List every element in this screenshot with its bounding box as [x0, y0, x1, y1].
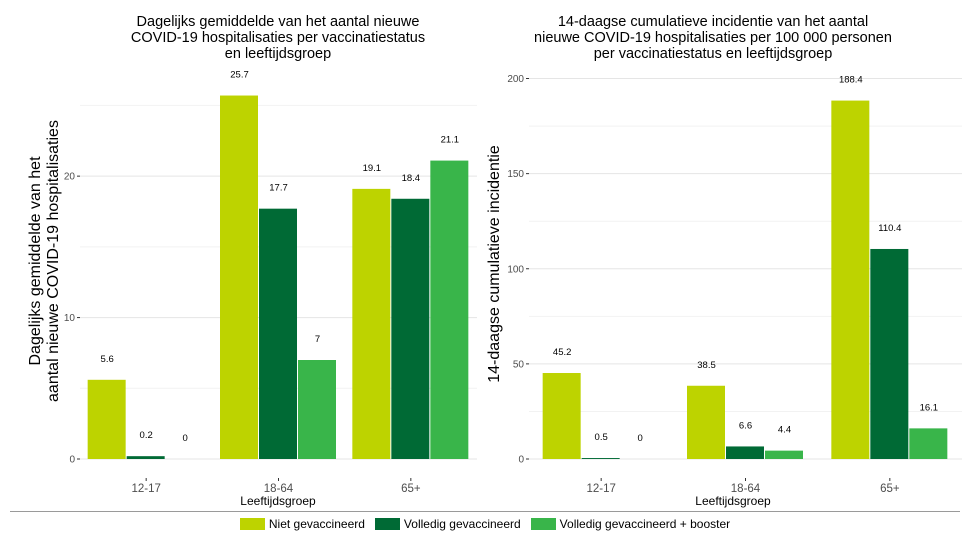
- bar: [687, 385, 725, 459]
- x-tick-label: 18-64: [264, 483, 294, 495]
- bar: [765, 450, 803, 459]
- y-tick-label: 100: [507, 264, 524, 275]
- chart-title-line: nieuwe COVID-19 hospitalisaties per 100 …: [534, 30, 892, 46]
- bar: [391, 198, 430, 459]
- bar-value-label: 18.4: [402, 173, 421, 184]
- y-tick-label: 200: [507, 74, 524, 85]
- bar-value-label: 0.5: [595, 432, 608, 443]
- bar: [909, 428, 948, 459]
- y-axis-label-line: 14-daagse cumulatieve incidentie: [486, 145, 503, 383]
- bar-value-label: 0: [183, 433, 188, 444]
- x-tick-label: 12-17: [131, 483, 160, 495]
- bar: [259, 208, 297, 459]
- x-tick-label: 65+: [401, 483, 421, 495]
- x-axis-label: Leeftijdsgroep: [695, 494, 771, 508]
- bar: [298, 360, 336, 459]
- x-tick-label: 65+: [880, 483, 900, 495]
- bar-value-label: 0: [638, 433, 643, 444]
- legend-divider: [10, 511, 960, 512]
- y-tick-label: 0: [518, 455, 524, 466]
- bar-value-label: 110.4: [878, 223, 901, 234]
- cumulative-incidence-chart: 14-daagse cumulatieve incidentie van het…: [486, 14, 962, 508]
- bar-value-label: 38.5: [697, 360, 716, 371]
- y-tick-label: 50: [513, 359, 525, 370]
- x-tick-label: 18-64: [731, 483, 761, 495]
- bar-value-label: 188.4: [839, 75, 863, 86]
- bar: [220, 95, 258, 460]
- legend-label: Volledig gevaccineerd: [403, 516, 521, 531]
- y-tick-label: 150: [507, 169, 524, 180]
- hospitalisations-daily-average-chart: Dagelijks gemiddelde van het aantal nieu…: [27, 14, 477, 508]
- legend-item-booster: Volledig gevaccineerd + booster: [530, 516, 731, 531]
- bar: [430, 160, 469, 460]
- bar-value-label: 0.2: [140, 430, 153, 441]
- chart-title-line: COVID-19 hospitalisaties per vaccinaties…: [131, 30, 425, 46]
- x-tick-label: 12-17: [586, 483, 615, 495]
- bar: [831, 100, 870, 459]
- legend-swatch-booster: [530, 517, 556, 530]
- x-axis-label: Leeftijdsgroep: [240, 494, 316, 508]
- bar: [352, 188, 391, 459]
- y-axis-label-line: aantal nieuwe COVID-19 hospitalisaties: [45, 120, 62, 402]
- bar-value-label: 21.1: [441, 135, 460, 146]
- bar-value-label: 5.6: [101, 354, 114, 365]
- legend-swatch-volledig: [374, 517, 400, 530]
- legend-item-niet-gevaccineerd: Niet gevaccineerd: [239, 516, 365, 531]
- chart-title-line: per vaccinatiestatus en leeftijdsgroep: [594, 46, 833, 62]
- chart-title-line: 14-daagse cumulatieve incidentie van het…: [558, 14, 868, 30]
- legend-swatch-niet: [239, 517, 265, 530]
- bar-value-label: 7: [315, 334, 320, 345]
- legend-label: Niet gevaccineerd: [268, 516, 365, 531]
- y-axis-label-line: Dagelijks gemiddelde van het: [27, 156, 44, 366]
- legend-item-volledig-gevaccineerd: Volledig gevaccineerd: [374, 516, 521, 531]
- bar-value-label: 16.1: [920, 402, 939, 413]
- chart-title-line: Dagelijks gemiddelde van het aantal nieu…: [137, 14, 420, 30]
- legend: Niet gevaccineerd Volledig gevaccineerd …: [0, 510, 970, 537]
- legend-label: Volledig gevaccineerd + booster: [559, 516, 731, 531]
- bar-value-label: 45.2: [553, 347, 572, 358]
- bar: [726, 446, 764, 459]
- bar-value-label: 25.7: [230, 70, 249, 81]
- chart-title-line: en leeftijdsgroep: [225, 46, 331, 62]
- bar: [87, 379, 126, 459]
- bar-value-label: 19.1: [363, 163, 382, 174]
- bar-value-label: 17.7: [269, 183, 288, 194]
- bar: [542, 373, 581, 459]
- bar: [126, 456, 165, 459]
- bar: [870, 248, 909, 459]
- bar: [581, 458, 620, 459]
- bar-value-label: 6.6: [739, 420, 752, 431]
- bar-value-label: 4.4: [778, 425, 791, 436]
- y-tick-label: 10: [64, 313, 76, 324]
- y-tick-label: 0: [69, 455, 75, 466]
- y-tick-label: 20: [64, 172, 76, 183]
